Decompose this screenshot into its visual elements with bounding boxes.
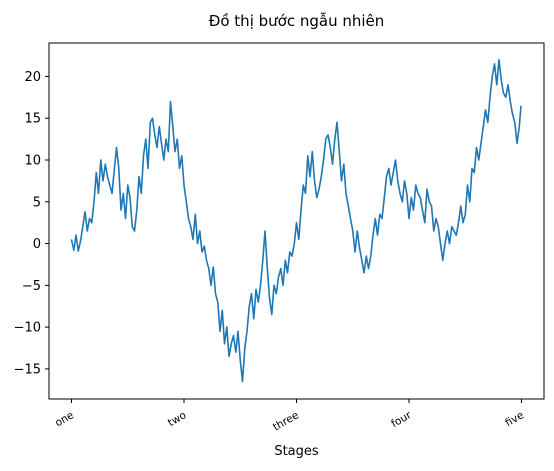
y-tick-label: 15 — [24, 112, 41, 127]
series-line — [70, 58, 522, 383]
x-tick-label: one — [53, 409, 76, 429]
y-axis: −15 −10 −5 0 5 10 15 20 — [14, 70, 49, 377]
plot-area — [48, 42, 545, 400]
y-tick-label: −10 — [14, 321, 41, 336]
x-axis-label: Stages — [274, 444, 319, 459]
y-tick-label: −15 — [14, 362, 41, 377]
y-tick-label: 5 — [33, 195, 41, 210]
y-tick-label: 20 — [24, 70, 41, 85]
x-tick-label: four — [389, 409, 414, 430]
x-tick-label: two — [166, 409, 189, 429]
x-axis: one two three four five — [53, 399, 526, 433]
axes-frame — [48, 42, 545, 400]
x-tick-label: three — [271, 409, 301, 433]
x-tick-label: five — [503, 409, 526, 429]
y-tick-label: 10 — [24, 153, 41, 168]
y-tick-label: 0 — [33, 237, 41, 252]
chart-title: Đồ thị bước ngẫu nhiên — [209, 12, 385, 30]
y-tick-label: −5 — [22, 279, 41, 294]
